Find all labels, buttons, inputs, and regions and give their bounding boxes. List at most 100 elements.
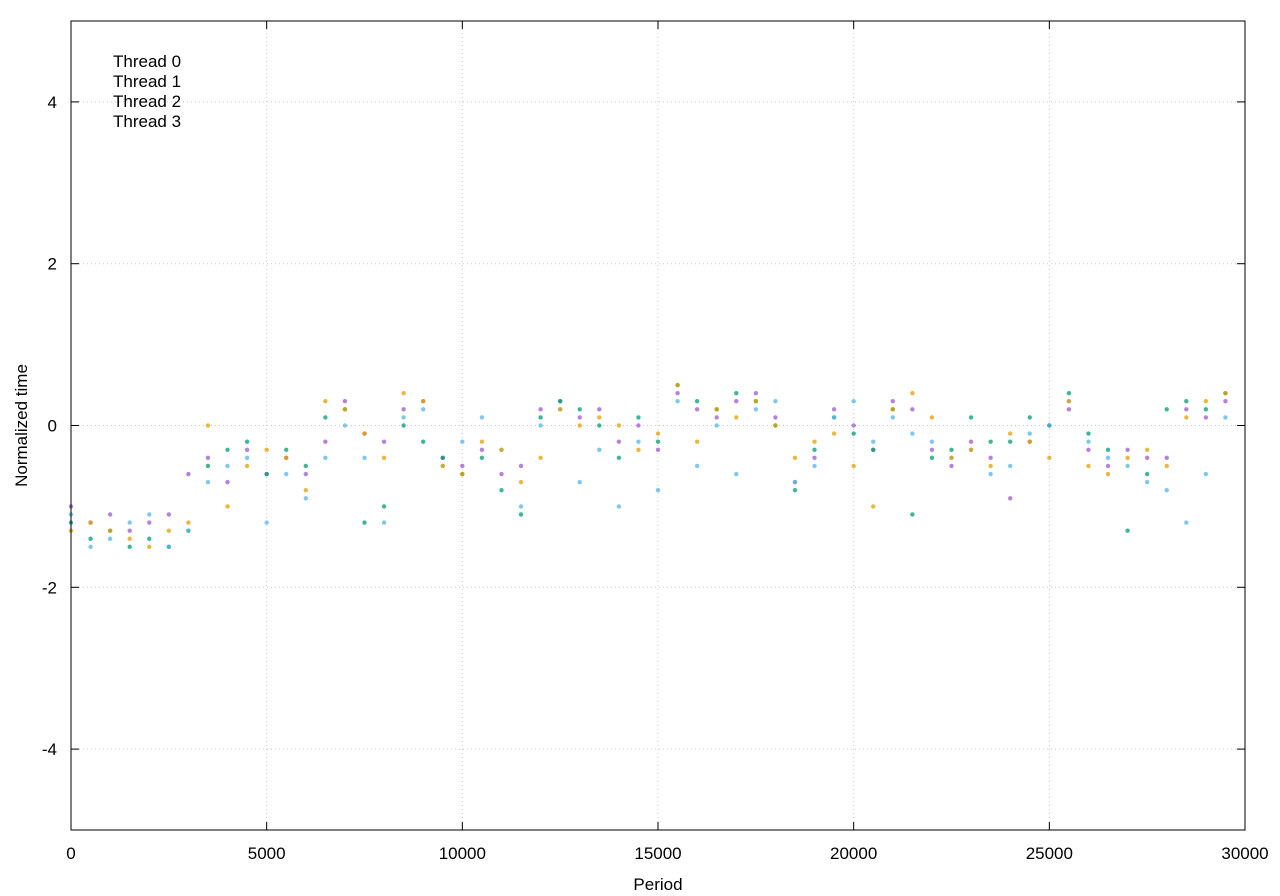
data-point [616,504,622,509]
data-point [851,463,856,469]
data-point [362,455,367,461]
data-point [1105,463,1111,469]
data-point [773,415,778,420]
data-point [1184,415,1189,420]
x-tick-label: 15000 [634,844,681,863]
y-tick-label: 4 [48,93,57,112]
data-point [1164,463,1169,469]
data-point [753,390,759,396]
data-point [1184,407,1189,412]
data-point [910,431,915,436]
tick-labels: 0 5000 10000 15000 20000 25000 30000 -4 -2 0 2 4 [42,93,1269,863]
data-point [1027,415,1032,420]
data-point [244,439,250,444]
data-point [831,415,837,420]
data-point [792,479,798,485]
data-point [303,463,308,469]
data-point [1066,407,1072,412]
y-tick-label: 2 [48,255,57,274]
data-point [734,390,739,396]
data-point [871,439,876,444]
data-point [1008,463,1013,469]
data-point [1203,415,1209,420]
data-point [538,423,543,428]
data-point [205,479,211,485]
data-point [284,471,289,477]
data-point [812,439,817,444]
data-point [655,488,661,493]
data-point [890,399,895,404]
data-point [147,536,152,541]
data-point [147,512,152,517]
data-point [1086,447,1091,452]
data-point [812,463,817,469]
data-point [871,447,876,452]
data-point [577,407,582,412]
data-point [381,455,387,461]
data-point [929,415,935,420]
data-point [499,447,504,452]
data-point [597,447,602,452]
data-point [381,520,387,525]
data-point [225,504,230,509]
data-point [851,423,856,428]
data-point [264,471,269,477]
data-point [1086,463,1091,469]
data-point [910,407,915,412]
data-point [1027,431,1032,436]
data-point [851,399,856,404]
data-point [694,463,700,469]
x-tick-label: 20000 [830,844,877,863]
data-point [1184,520,1189,525]
data-point [597,407,602,412]
data-point [107,528,113,533]
data-point [460,463,465,469]
data-point [205,455,211,461]
series-thread-0 [68,390,1228,533]
data-point [988,439,993,444]
data-point [460,471,465,477]
data-point [303,471,308,477]
data-point [1144,471,1150,477]
data-point [694,407,700,412]
data-point [186,528,191,533]
data-point [988,471,993,477]
y-tick-label: 0 [48,417,57,436]
data-point [557,407,563,412]
data-point [1223,390,1228,396]
data-point [636,423,641,428]
data-point [616,455,622,461]
data-point [1203,407,1209,412]
data-point [655,447,661,452]
data-point [773,423,778,428]
data-point [381,504,387,509]
data-point [1203,471,1209,477]
data-point [440,463,445,469]
data-point [577,423,582,428]
data-point [244,455,250,461]
data-point [107,536,113,541]
data-point [1066,399,1072,404]
data-point [166,544,172,550]
data-point [929,455,935,461]
data-point [284,447,289,452]
x-tick-label: 0 [66,844,75,863]
legend: Thread 0 Thread 1 Thread 2 Thread 3 [113,52,181,131]
data-point [479,455,485,461]
data-point [968,415,974,420]
data-point [812,455,817,461]
data-point [792,455,798,461]
data-point [107,512,113,517]
data-point [1164,407,1169,412]
data-point [1223,415,1228,420]
legend-entry-thread-1: Thread 1 [113,72,181,91]
data-point [1008,431,1013,436]
data-point [323,415,328,420]
data-point [655,431,661,436]
data-point [1164,488,1169,493]
data-point [362,520,367,525]
data-point [440,455,445,461]
data-point [460,439,465,444]
data-point [694,399,700,404]
data-point [538,455,543,461]
